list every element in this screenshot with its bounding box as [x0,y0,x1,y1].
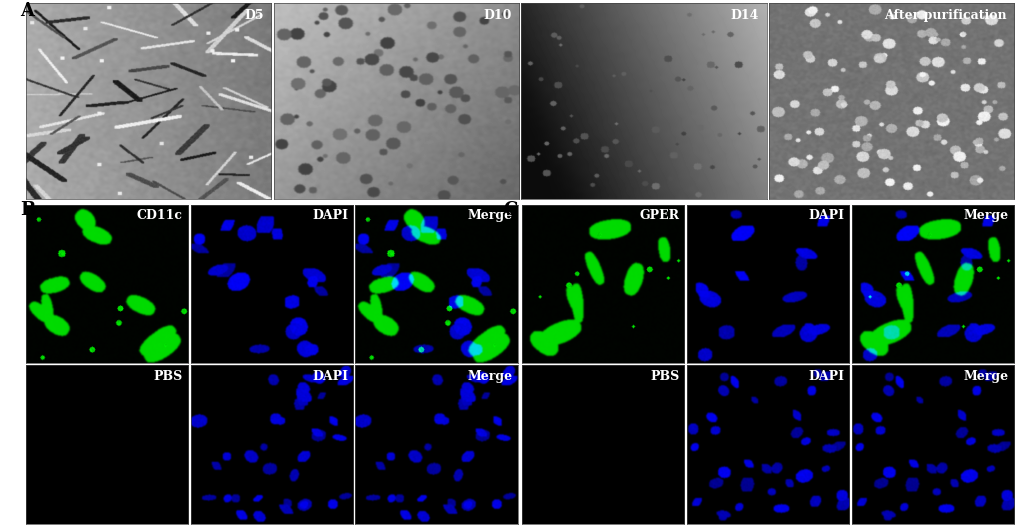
Text: D14: D14 [730,8,758,22]
Text: PBS: PBS [154,369,182,383]
Text: After purification: After purification [883,8,1006,22]
Text: DAPI: DAPI [808,209,844,223]
Text: DAPI: DAPI [312,369,348,383]
Text: DAPI: DAPI [808,369,844,383]
Text: A: A [20,2,35,20]
Text: GPER: GPER [639,209,679,223]
Text: Merge: Merge [963,209,1008,223]
Text: CD11c: CD11c [137,209,182,223]
Text: C: C [503,201,518,219]
Text: B: B [20,201,36,219]
Text: Merge: Merge [467,209,513,223]
Text: Merge: Merge [467,369,513,383]
Text: DAPI: DAPI [312,209,348,223]
Text: Merge: Merge [963,369,1008,383]
Text: D5: D5 [244,8,263,22]
Text: PBS: PBS [649,369,679,383]
Text: D10: D10 [483,8,512,22]
